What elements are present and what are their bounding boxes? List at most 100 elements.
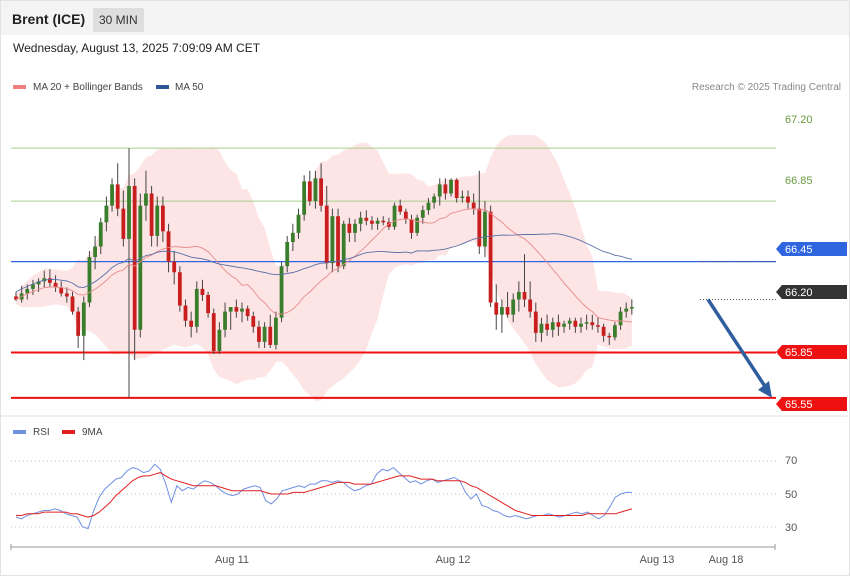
candle-body bbox=[155, 205, 160, 236]
moving-averages bbox=[15, 208, 633, 323]
candle-body bbox=[104, 205, 109, 223]
candle-body bbox=[364, 217, 369, 221]
candle-body bbox=[144, 193, 148, 206]
forecast-arrow bbox=[706, 298, 772, 398]
candle-body bbox=[228, 307, 233, 312]
candle-body bbox=[194, 288, 199, 327]
x-label-aug18: Aug 18 bbox=[709, 554, 744, 566]
candle-body bbox=[268, 326, 273, 345]
price-axis: 67.20 66.85 66.45 66.20 65.85 65.55 bbox=[776, 114, 847, 411]
candle-body bbox=[262, 326, 267, 342]
candle-body bbox=[70, 296, 75, 312]
candle-body bbox=[567, 320, 572, 324]
resistance-label-1: 67.20 bbox=[785, 114, 813, 126]
candle-body bbox=[505, 307, 510, 315]
pivot-label: 66.45 bbox=[785, 244, 813, 256]
candle-body bbox=[488, 211, 493, 303]
candle-body bbox=[324, 205, 329, 264]
candle-body bbox=[601, 326, 606, 336]
candle-body bbox=[48, 278, 52, 283]
candle-body bbox=[76, 311, 81, 336]
candle-body bbox=[341, 223, 346, 267]
rsi-tick-70: 70 bbox=[785, 455, 797, 467]
candle-body bbox=[516, 291, 521, 300]
support-label-1: 65.85 bbox=[785, 347, 813, 359]
x-label-aug12: Aug 12 bbox=[436, 554, 471, 566]
candle-body bbox=[437, 184, 442, 197]
candle-body bbox=[477, 208, 482, 247]
candle-body bbox=[110, 184, 114, 206]
candle-body bbox=[624, 308, 629, 312]
support-label-2: 65.55 bbox=[785, 399, 813, 411]
support-label-2-bg bbox=[776, 397, 847, 411]
ma20-legend-label: MA 20 + Bollinger Bands bbox=[33, 82, 143, 93]
instrument-title: Brent (ICE) bbox=[12, 11, 86, 27]
candle-body bbox=[132, 185, 137, 330]
ma50-line bbox=[15, 233, 633, 293]
candlesticks bbox=[14, 148, 634, 398]
last-price-label-bg bbox=[776, 285, 847, 299]
candle-body bbox=[449, 179, 453, 194]
candle-body bbox=[285, 241, 290, 267]
candle-body bbox=[392, 205, 397, 227]
timeframe-badge[interactable]: 30 MIN bbox=[93, 8, 144, 32]
candle-body bbox=[511, 299, 516, 315]
candle-body bbox=[64, 293, 69, 297]
candle-body bbox=[596, 325, 600, 327]
candle-body bbox=[279, 266, 284, 318]
candle-body bbox=[307, 181, 312, 202]
candle-body bbox=[483, 211, 487, 247]
rsi-ma-legend-label: 9MA bbox=[82, 427, 103, 438]
ma50-legend-swatch bbox=[156, 85, 169, 89]
resistance-label-2: 66.85 bbox=[785, 175, 813, 187]
candle-body bbox=[562, 323, 566, 327]
candle-body bbox=[466, 196, 470, 203]
candle-body bbox=[251, 316, 256, 327]
copyright-text: Research © 2025 Trading Central bbox=[692, 82, 841, 93]
candle-body bbox=[296, 214, 301, 233]
candle-body bbox=[460, 196, 465, 199]
pivot-label-bg bbox=[776, 242, 847, 256]
candle-body bbox=[528, 299, 533, 312]
candle-body bbox=[98, 222, 103, 247]
candle-body bbox=[500, 307, 504, 315]
rsi-legend-swatch bbox=[13, 430, 26, 434]
candle-body bbox=[53, 282, 58, 288]
candle-body bbox=[590, 322, 595, 326]
candle-body bbox=[545, 323, 549, 330]
candle-body bbox=[375, 220, 380, 224]
candle-body bbox=[166, 231, 171, 262]
candle-body bbox=[183, 305, 188, 321]
rsi-tick-30: 30 bbox=[785, 522, 797, 534]
candle-body bbox=[454, 179, 459, 199]
rsi-tick-50: 50 bbox=[785, 489, 797, 501]
candle-body bbox=[14, 296, 18, 300]
candle-body bbox=[584, 322, 589, 324]
chart-header: Brent (ICE) 30 MIN bbox=[1, 1, 849, 35]
candle-body bbox=[115, 184, 120, 209]
x-label-aug13: Aug 13 bbox=[640, 554, 675, 566]
candle-body bbox=[579, 323, 583, 327]
forecast-arrow-head bbox=[758, 380, 772, 398]
candle-body bbox=[161, 205, 165, 232]
candle-body bbox=[426, 202, 431, 211]
timestamp: Wednesday, August 13, 2025 7:09:09 AM CE… bbox=[13, 41, 261, 55]
candle-body bbox=[274, 317, 278, 345]
x-label-aug11: Aug 11 bbox=[215, 554, 249, 566]
candle-body bbox=[398, 205, 403, 212]
candle-body bbox=[556, 322, 561, 327]
candle-body bbox=[330, 216, 335, 264]
candle-body bbox=[539, 323, 544, 333]
candle-body bbox=[607, 335, 612, 338]
candle-body bbox=[629, 307, 634, 309]
candle-body bbox=[420, 210, 425, 218]
candle-body bbox=[471, 202, 476, 209]
candle-body bbox=[87, 257, 92, 303]
candle-body bbox=[381, 220, 386, 223]
candle-body bbox=[573, 320, 578, 327]
rsi-panel bbox=[11, 460, 776, 530]
candle-body bbox=[25, 288, 30, 294]
candle-body bbox=[618, 311, 623, 326]
candle-body bbox=[149, 193, 154, 236]
candle-body bbox=[234, 307, 239, 312]
